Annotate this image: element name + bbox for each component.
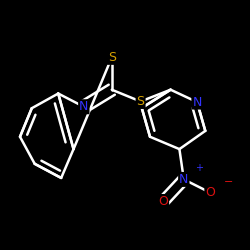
Text: N: N [179,173,188,186]
Text: N: N [79,100,88,113]
Text: O: O [205,186,215,199]
Text: N: N [192,96,202,108]
Text: −: − [224,177,233,187]
Text: S: S [108,51,116,64]
Text: O: O [158,195,168,208]
Text: +: + [195,162,203,172]
Text: S: S [136,95,144,108]
